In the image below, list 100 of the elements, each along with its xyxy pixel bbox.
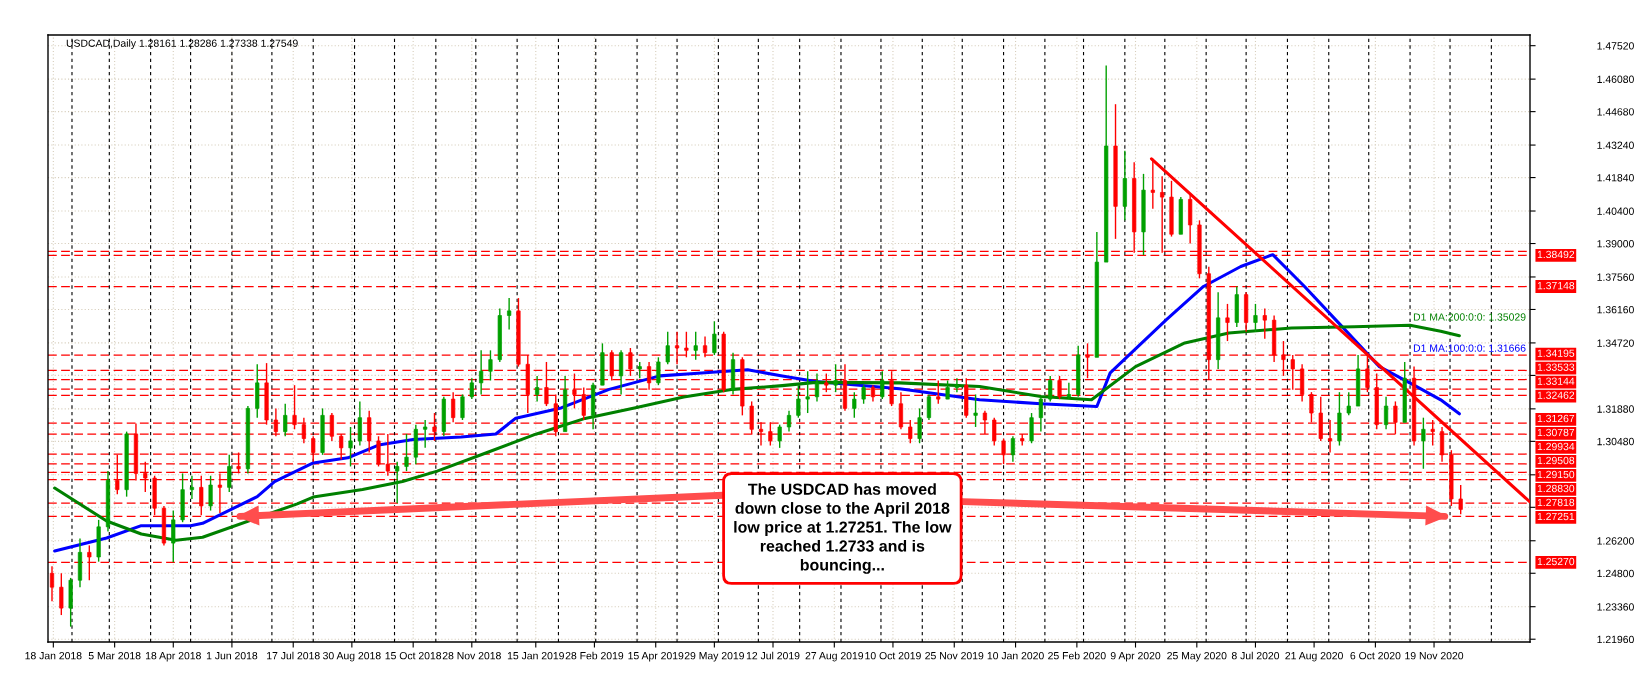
x-tick-label: 5 Mar 2018 <box>88 652 141 660</box>
ref-line-label: 1.29934 <box>1537 442 1575 451</box>
ref-line-label: 1.38492 <box>1537 250 1575 259</box>
candlestick <box>535 375 540 403</box>
x-tick-label: 28 Feb 2019 <box>565 651 624 660</box>
y-tick-label: 1.37560 <box>1597 273 1634 281</box>
candlestick <box>656 356 661 386</box>
x-tick-label: 25 May 2020 <box>1167 652 1227 662</box>
candlestick <box>805 370 810 414</box>
x-tick-label: 1 Jun 2018 <box>206 652 258 660</box>
x-tick-label: 25 Nov 2019 <box>925 652 984 660</box>
candlestick <box>395 461 400 504</box>
candlestick <box>786 410 792 433</box>
ref-line-label: 1.29150 <box>1537 470 1575 479</box>
x-tick-label: 25 Feb 2020 <box>1048 651 1106 660</box>
candlestick <box>945 379 950 400</box>
x-tick-label: 15 Jan 2019 <box>507 652 564 660</box>
x-tick-label: 27 Aug 2019 <box>805 652 864 662</box>
candlestick <box>357 400 362 447</box>
y-tick-label: 1.24800 <box>1597 569 1634 578</box>
candlestick <box>1048 375 1053 403</box>
ref-line-label: 1.37148 <box>1537 281 1575 290</box>
x-tick-label: 19 Nov 2020 <box>1405 652 1464 660</box>
candlestick <box>917 407 922 444</box>
x-tick-label: 10 Oct 2019 <box>865 652 921 660</box>
ref-line-label: 1.33144 <box>1537 377 1575 385</box>
candlestick <box>665 331 670 365</box>
y-tick-label: 1.30480 <box>1597 437 1634 446</box>
ref-line-label: 1.30787 <box>1537 428 1575 437</box>
candlestick <box>1262 307 1267 340</box>
y-tick-label: 1.40400 <box>1597 207 1634 215</box>
y-tick-label: 1.21960 <box>1597 635 1634 644</box>
y-tick-label: 1.44680 <box>1597 108 1634 116</box>
x-tick-label: 9 Apr 2020 <box>1110 652 1161 662</box>
y-tick-label: 1.47520 <box>1597 42 1634 50</box>
candlestick <box>469 377 474 400</box>
candlestick <box>507 297 512 331</box>
candlestick <box>171 509 176 564</box>
candlestick <box>861 384 866 405</box>
x-tick-label: 17 Jul 2018 <box>267 651 320 660</box>
y-tick-label: 1.46080 <box>1597 75 1634 83</box>
x-tick-label: 8 Jul 2020 <box>1231 651 1280 660</box>
candlestick <box>880 370 885 400</box>
candlestick <box>1029 412 1034 444</box>
ref-line-label: 1.31267 <box>1537 414 1575 423</box>
y-tick-label: 1.34720 <box>1597 339 1634 347</box>
candlestick <box>1225 303 1230 342</box>
candlestick <box>954 377 960 393</box>
x-tick-label: 15 Apr 2019 <box>628 652 684 662</box>
candlestick <box>208 475 213 512</box>
ref-line-label: 1.28830 <box>1537 484 1575 493</box>
annotation: The USDCAD has moved down close to the April 2018 low price at 1.27251. The low reached 1.2733 and is bouncing... <box>734 483 952 574</box>
candlestick <box>833 363 838 393</box>
ref-line-label: 1.34195 <box>1537 349 1575 357</box>
candlestick <box>1346 391 1351 417</box>
candlestick <box>283 403 288 437</box>
x-tick-label: 29 May 2019 <box>684 652 744 662</box>
ref-line-label: 1.27251 <box>1537 512 1575 521</box>
x-tick-label: 6 Oct 2020 <box>1350 652 1401 660</box>
candlestick <box>189 475 195 500</box>
x-tick-label: 10 Jan 2020 <box>987 652 1044 660</box>
ref-line-label: 1.27818 <box>1537 498 1575 507</box>
candlestick <box>712 320 717 356</box>
y-tick-label: 1.31880 <box>1597 405 1634 413</box>
y-tick-label: 1.36160 <box>1597 305 1634 314</box>
candlestick <box>1038 396 1043 433</box>
candlestick <box>404 433 409 472</box>
candlestick <box>693 331 698 361</box>
candlestick <box>1383 396 1389 430</box>
ref-line-label: 1.32462 <box>1537 391 1575 399</box>
candlestick <box>348 426 353 468</box>
x-tick-label: 18 Jan 2018 <box>25 652 82 660</box>
text: D1 MA:100:0:0: 1.31666 <box>1413 344 1526 352</box>
x-tick-label: 30 Aug 2018 <box>323 652 381 662</box>
ref-line-label: 1.29508 <box>1537 456 1575 465</box>
candlestick <box>460 393 465 421</box>
candlestick <box>1421 416 1426 470</box>
x-tick-label: 18 Apr 2018 <box>145 652 201 662</box>
candlestick <box>777 423 782 449</box>
candlestick <box>973 393 978 428</box>
ref-line-label: 1.25270 <box>1537 557 1575 566</box>
series-label: D1 MA:200:0:0: 1.35029 <box>1413 313 1526 321</box>
y-tick-label: 1.26200 <box>1597 537 1634 545</box>
x-tick-label: 15 Oct 2018 <box>385 652 442 660</box>
candlestick <box>479 349 484 396</box>
candlestick <box>488 349 493 382</box>
candlestick <box>1253 303 1258 333</box>
x-tick-label: 21 Aug 2020 <box>1285 652 1343 662</box>
candlestick <box>49 565 55 602</box>
x-tick-label: 12 Jul 2019 <box>746 651 800 660</box>
candlestick <box>926 393 932 421</box>
ref-line-label: 1.33533 <box>1537 363 1575 371</box>
y-tick-label: 1.39000 <box>1597 240 1634 248</box>
y-tick-label: 1.41840 <box>1597 174 1634 182</box>
x-tick-label: 28 Nov 2018 <box>442 652 501 660</box>
candlestick <box>1066 382 1071 400</box>
candlestick <box>227 454 232 493</box>
y-tick-label: 1.23360 <box>1597 603 1634 611</box>
candlestick <box>59 572 64 616</box>
y-tick-label: 1.43240 <box>1597 141 1634 149</box>
